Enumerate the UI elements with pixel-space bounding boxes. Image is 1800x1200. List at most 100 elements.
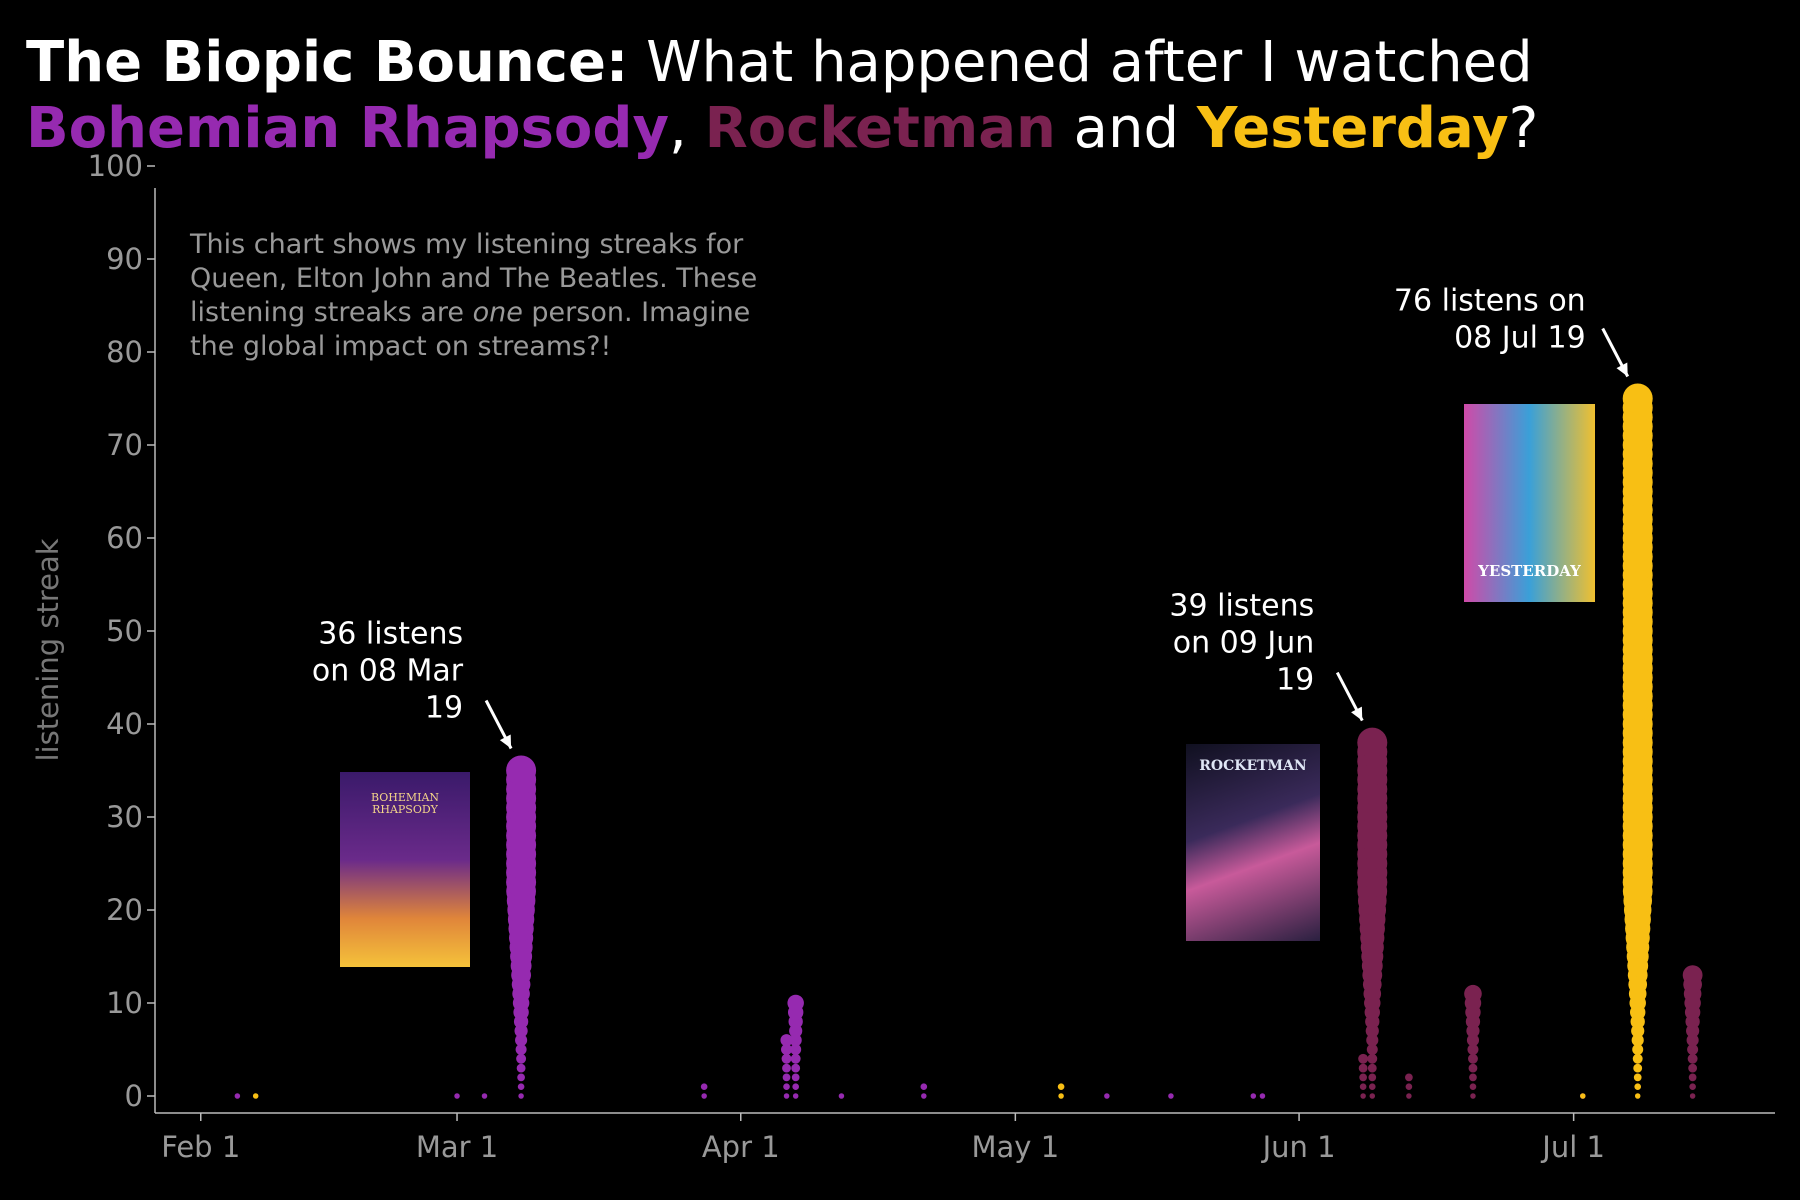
y-tick-label: 80 — [106, 335, 143, 369]
title-line-1: The Biopic Bounce: What happened after I… — [26, 30, 1538, 96]
data-point-queen — [1259, 1093, 1266, 1099]
data-point-queen — [791, 1063, 801, 1073]
data-point-queen — [506, 755, 537, 786]
data-point-queen — [516, 1063, 526, 1073]
data-point-elton — [1682, 965, 1703, 985]
data-point-beatles — [1057, 1083, 1065, 1090]
data-point-queen — [517, 1073, 525, 1082]
data-point-elton — [1687, 1044, 1699, 1055]
data-point-queen — [515, 1034, 528, 1047]
data-point-elton — [1468, 1063, 1478, 1073]
data-point-queen — [787, 994, 804, 1012]
data-point-elton — [1406, 1093, 1412, 1099]
title-film-bohemian: Bohemian Rhapsody — [26, 96, 669, 161]
data-point-elton — [1366, 1044, 1378, 1055]
poster-rocketman: ROCKETMAN — [1186, 744, 1320, 941]
data-point-elton — [1368, 1083, 1376, 1090]
data-point-queen — [782, 1073, 791, 1082]
x-tick-label: Mar 1 — [416, 1130, 498, 1164]
data-point-beatles — [252, 1093, 259, 1099]
data-point-beatles — [1580, 1093, 1586, 1099]
title-question: What happened after I watched — [628, 30, 1533, 95]
data-point-queen — [481, 1093, 488, 1099]
data-point-queen — [234, 1093, 241, 1099]
data-point-elton — [1468, 1053, 1478, 1064]
data-point-elton — [1359, 1073, 1367, 1082]
data-point-elton — [1357, 727, 1388, 758]
annotation-label: 08 Jul 19 — [1454, 321, 1586, 356]
data-point-queen — [700, 1083, 708, 1090]
data-point-elton — [1689, 1083, 1696, 1090]
data-point-beatles — [1633, 1063, 1643, 1073]
data-point-beatles — [1058, 1093, 1064, 1099]
y-tick-label: 10 — [106, 986, 143, 1020]
data-point-queen — [518, 1093, 524, 1099]
data-point-queen — [782, 1063, 791, 1073]
data-point-queen — [780, 1034, 793, 1047]
data-point-queen — [516, 1053, 527, 1064]
poster-yesterday: YESTERDAY — [1464, 404, 1595, 602]
annotation-arrowhead — [1351, 706, 1363, 721]
data-point-beatles — [1634, 1083, 1642, 1090]
annotation-label: 39 listens — [1169, 589, 1314, 624]
title-sep-2: and — [1055, 96, 1197, 161]
title-prefix: The Biopic Bounce: — [26, 30, 629, 95]
data-point-elton — [1469, 1083, 1477, 1090]
data-point-queen — [781, 1053, 792, 1064]
data-point-beatles — [1622, 383, 1653, 414]
data-point-queen — [1168, 1093, 1174, 1099]
data-point-elton — [1686, 1034, 1699, 1047]
note-line: listening streaks are one person. Imagin… — [190, 297, 750, 328]
data-point-beatles — [1632, 1053, 1643, 1064]
data-point-beatles — [1632, 1044, 1644, 1055]
note-text: This chart shows my listening streaks fo… — [189, 229, 744, 260]
data-point-queen — [1250, 1093, 1257, 1099]
note-line: the global impact on streams?! — [190, 331, 611, 362]
poster-bohemian-title: BOHEMIAN RHAPSODY — [370, 791, 440, 816]
y-tick-label: 90 — [106, 242, 143, 276]
data-point-elton — [1689, 1093, 1696, 1099]
data-point-elton — [1688, 1073, 1697, 1082]
annotation-label: 19 — [1276, 663, 1314, 698]
data-point-queen — [517, 1083, 525, 1090]
note-text: listening streaks are — [190, 297, 473, 328]
data-point-elton — [1405, 1083, 1413, 1090]
data-point-beatles — [1633, 1073, 1642, 1082]
note-text: Queen, Elton John and The Beatles. These — [190, 263, 757, 294]
y-tick-label: 70 — [106, 428, 143, 462]
title-film-yesterday: Yesterday — [1196, 96, 1509, 161]
data-point-queen — [792, 1083, 799, 1090]
data-point-elton — [1467, 1044, 1479, 1055]
data-point-elton — [1367, 1063, 1377, 1073]
data-point-queen — [790, 1044, 802, 1055]
annotation-arrowhead — [499, 734, 512, 749]
data-point-elton — [1367, 1053, 1378, 1064]
annotation-label: on 09 Jun — [1173, 626, 1315, 661]
data-point-elton — [1360, 1093, 1366, 1099]
data-point-queen — [783, 1093, 790, 1099]
data-point-elton — [1466, 1034, 1480, 1047]
annotation-label: 76 listens on — [1394, 284, 1586, 319]
title-end: ? — [1508, 96, 1539, 161]
data-point-elton — [1405, 1073, 1413, 1082]
note-text: the global impact on streams?! — [190, 331, 611, 362]
data-point-queen — [790, 1053, 801, 1064]
data-point-queen — [921, 1093, 927, 1099]
data-point-queen — [789, 1034, 802, 1047]
data-point-beatles — [1631, 1034, 1644, 1047]
data-point-queen — [454, 1093, 460, 1099]
data-point-elton — [1368, 1073, 1377, 1082]
y-tick-label: 20 — [106, 893, 143, 927]
x-tick-label: May 1 — [972, 1130, 1060, 1164]
y-tick-label: 50 — [106, 614, 143, 648]
y-tick-label: 40 — [106, 707, 143, 741]
annotation-arrowhead — [1616, 362, 1628, 377]
y-tick-label: 30 — [106, 800, 143, 834]
data-point-queen — [1104, 1093, 1110, 1099]
x-tick-label: Apr 1 — [702, 1130, 780, 1164]
data-point-elton — [1358, 1063, 1368, 1073]
note-line: Queen, Elton John and The Beatles. These — [190, 263, 757, 294]
annotation-label: 36 listens — [318, 617, 463, 652]
poster-yesterday-title: YESTERDAY — [1478, 562, 1581, 580]
chart-title: The Biopic Bounce: What happened after I… — [26, 30, 1538, 162]
